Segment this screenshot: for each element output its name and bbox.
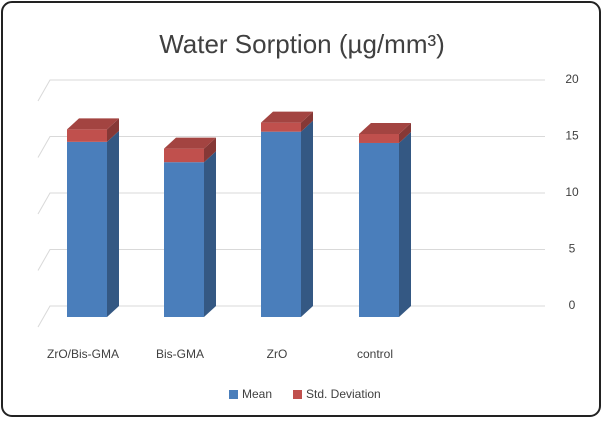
y-tick-label: 10: [565, 185, 579, 199]
bar: [67, 130, 119, 317]
bar-face: [301, 120, 313, 318]
bar-face: [301, 111, 313, 132]
bar-face: [67, 141, 107, 317]
bar: [359, 122, 411, 143]
bar-face: [359, 133, 399, 143]
bar-face: [399, 131, 411, 317]
legend-swatch: [293, 390, 302, 399]
bar-face: [164, 148, 204, 163]
y-tick-label: 15: [565, 129, 579, 143]
legend-label: Mean: [242, 387, 272, 401]
x-tick-label: ZrO/Bis-GMA: [47, 347, 119, 361]
bar: [261, 111, 313, 132]
legend-label: Std. Deviation: [306, 387, 381, 401]
bar-face: [164, 162, 204, 317]
bar: [164, 137, 216, 163]
y-tick-label: 5: [569, 242, 576, 256]
x-tick-label: ZrO: [267, 347, 288, 361]
bar: [359, 131, 411, 317]
bar-face: [204, 137, 216, 163]
y-tick-label: 0: [569, 298, 576, 312]
bar: [261, 120, 313, 318]
bar: [164, 151, 216, 317]
legend-swatch: [229, 390, 238, 399]
bar-face: [359, 142, 399, 317]
bar-face: [107, 130, 119, 317]
bar: [67, 118, 119, 142]
bar-face: [261, 122, 301, 132]
bar-face: [204, 151, 216, 317]
y-tick-label: 20: [565, 72, 579, 86]
chart-title: Water Sorption (µg/mm³): [159, 29, 445, 59]
bar-face: [67, 118, 119, 130]
bar-face: [261, 131, 301, 317]
bar-face: [261, 111, 313, 123]
bar-face: [67, 129, 107, 142]
bar-face: [164, 137, 216, 149]
bar-face: [107, 118, 119, 142]
x-tick-label: Bis-GMA: [156, 347, 204, 361]
bar-face: [399, 122, 411, 143]
bar-face: [359, 122, 411, 134]
x-tick-label: control: [357, 347, 393, 361]
grid-line: [37, 79, 545, 102]
